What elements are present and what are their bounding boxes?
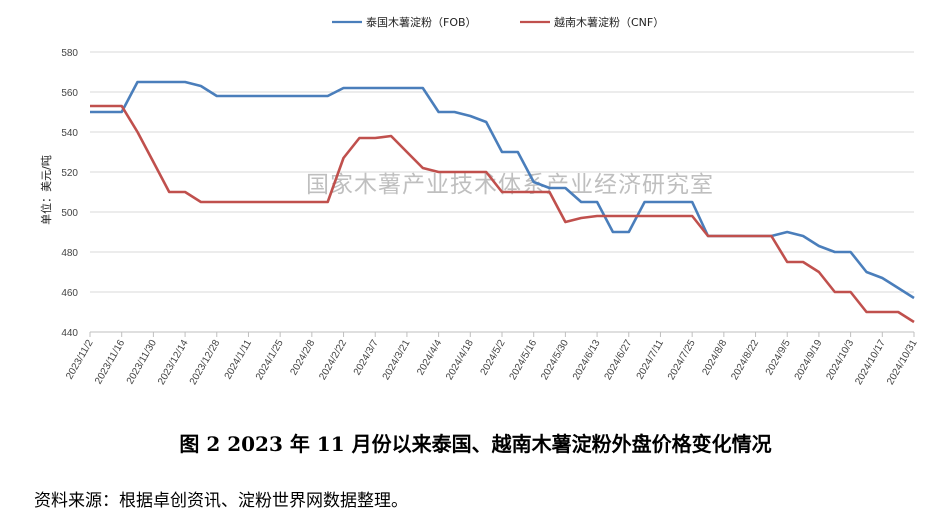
x-tick-label: 2024/10/3 <box>824 338 856 382</box>
x-tick-label: 2024/3/7 <box>352 338 381 378</box>
y-tick-label: 460 <box>61 288 78 299</box>
x-tick-label: 2024/4/18 <box>444 338 476 382</box>
x-tick-label: 2024/2/8 <box>288 338 317 378</box>
y-tick-label: 500 <box>61 208 78 219</box>
y-tick-label: 440 <box>61 328 78 339</box>
x-tick-label: 2024/1/11 <box>223 338 255 382</box>
legend-label-vietnam: 越南木薯淀粉（CNF） <box>554 15 664 29</box>
x-tick-label: 2024/6/13 <box>571 338 603 382</box>
y-tick-label: 560 <box>61 88 78 99</box>
x-tick-label: 2024/2/22 <box>317 338 349 382</box>
x-tick-label: 2024/7/11 <box>635 338 667 382</box>
x-tick-label: 2024/5/30 <box>539 338 571 382</box>
x-tick-label: 2024/3/21 <box>381 338 413 382</box>
y-tick-label: 580 <box>61 48 78 59</box>
series-lines <box>90 80 915 324</box>
x-tick-label: 2024/6/27 <box>603 338 635 382</box>
legend: 泰国木薯淀粉（FOB） 越南木薯淀粉（CNF） <box>332 15 664 29</box>
x-tick-label: 2024/9/19 <box>793 338 825 382</box>
x-tick-label: 2023/12/28 <box>188 338 223 387</box>
x-tick-label: 2024/10/17 <box>853 338 888 387</box>
x-tick-label: 2023/11/30 <box>125 338 159 387</box>
x-axis-ticks: 2023/11/22023/11/162023/11/302023/12/142… <box>64 332 920 387</box>
x-tick-label: 2024/9/5 <box>764 338 793 378</box>
x-tick-label: 2023/12/14 <box>156 338 191 387</box>
x-tick-label: 2024/1/25 <box>254 338 286 382</box>
gridlines <box>90 51 914 293</box>
y-axis-label: 单位：美元/吨 <box>39 155 53 225</box>
x-tick-label: 2023/11/2 <box>64 338 96 382</box>
series-line-thai <box>90 80 915 300</box>
x-tick-label: 2024/5/16 <box>508 338 540 382</box>
y-axis-ticks: 440 460 480 500 520 540 560 580 <box>61 48 78 339</box>
legend-label-thai: 泰国木薯淀粉（FOB） <box>366 15 477 29</box>
y-tick-label: 480 <box>61 248 78 259</box>
data-source-note: 资料来源：根据卓创资讯、淀粉世界网数据整理。 <box>34 491 408 511</box>
x-tick-label: 2024/10/31 <box>885 338 920 387</box>
y-tick-label: 520 <box>61 168 78 179</box>
x-tick-label: 2024/8/22 <box>729 338 761 382</box>
y-tick-label: 540 <box>61 128 78 139</box>
x-tick-label: 2024/5/2 <box>479 338 508 378</box>
figure-caption: 图 2 2023 年 11 月份以来泰国、越南木薯淀粉外盘价格变化情况 <box>179 432 772 456</box>
watermark-text: 国家木薯产业技术体系产业经济研究室 <box>306 172 714 198</box>
x-tick-label: 2023/11/16 <box>93 338 127 387</box>
x-tick-label: 2024/8/8 <box>700 338 729 378</box>
series-line-vietnam <box>90 104 915 324</box>
x-tick-label: 2024/7/25 <box>666 338 698 382</box>
x-tick-label: 2024/4/4 <box>415 338 444 378</box>
